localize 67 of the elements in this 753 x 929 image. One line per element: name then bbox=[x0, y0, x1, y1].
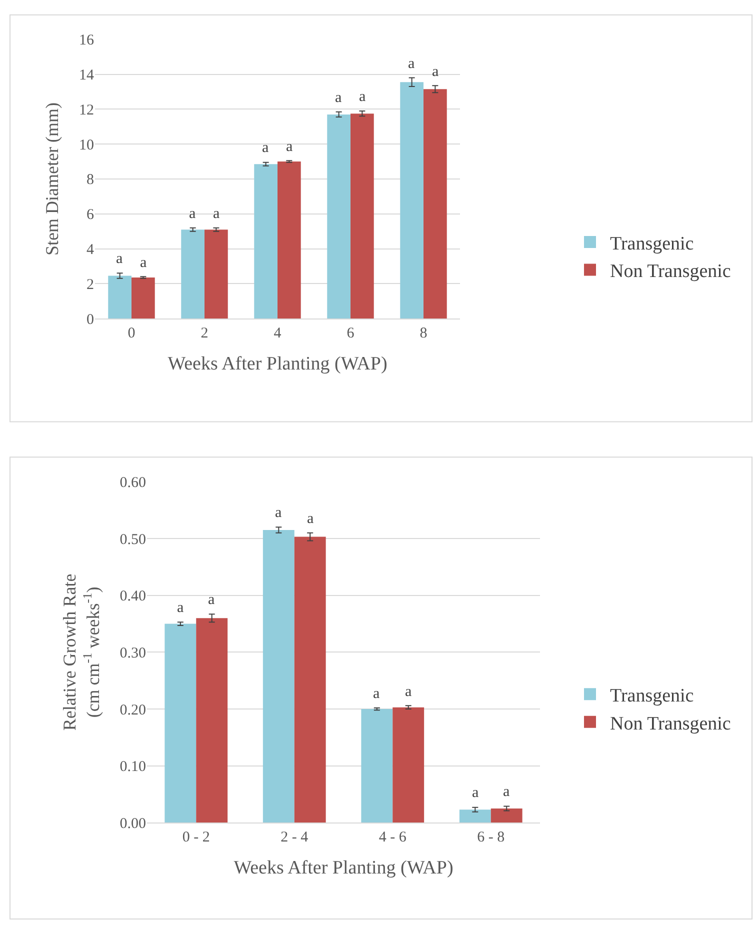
data-label: a bbox=[262, 140, 269, 156]
y-tick-label: 0.30 bbox=[120, 645, 146, 662]
bar bbox=[350, 114, 374, 319]
bar bbox=[294, 536, 326, 823]
bar bbox=[490, 808, 522, 823]
y-tick-label: 0.10 bbox=[120, 759, 146, 776]
data-label: a bbox=[307, 511, 314, 527]
y-tick-label: 0.40 bbox=[120, 588, 146, 605]
x-tick-label: 4 bbox=[274, 326, 282, 342]
data-label: a bbox=[373, 686, 380, 702]
data-label: a bbox=[408, 56, 415, 72]
bar bbox=[132, 278, 155, 319]
y-tick-label: 0.00 bbox=[120, 816, 146, 832]
x-tick-label: 6 - 8 bbox=[477, 830, 505, 846]
data-label: a bbox=[213, 206, 220, 222]
data-label: a bbox=[472, 785, 479, 801]
y-tick-label: 10 bbox=[79, 137, 94, 154]
y-axis-title: Stem Diameter (mm) bbox=[42, 102, 62, 256]
bar bbox=[424, 89, 447, 319]
bar bbox=[108, 276, 132, 319]
bar bbox=[196, 618, 228, 823]
x-tick-label: 6 bbox=[346, 326, 355, 342]
bar bbox=[392, 707, 424, 823]
y-tick-label: 6 bbox=[86, 207, 94, 224]
y-tick-label: 0 bbox=[86, 312, 94, 328]
y-tick-label: 2 bbox=[86, 276, 94, 293]
bar bbox=[361, 709, 393, 823]
x-tick-label: 4 - 6 bbox=[378, 830, 407, 846]
x-tick-label: 0 - 2 bbox=[182, 830, 210, 846]
y-tick-label: 8 bbox=[86, 172, 94, 188]
bar bbox=[278, 162, 301, 319]
bar bbox=[262, 530, 294, 823]
x-tick-label: 2 - 4 bbox=[280, 830, 309, 846]
x-axis-title: Weeks After Planting (WAP) bbox=[168, 353, 388, 374]
bar bbox=[459, 810, 491, 823]
data-label: a bbox=[405, 684, 412, 700]
data-label: a bbox=[432, 64, 439, 80]
legend-label: Non Transgenic bbox=[610, 713, 731, 734]
y-tick-label: 0.20 bbox=[120, 702, 146, 718]
y-tick-label: 4 bbox=[86, 242, 94, 258]
bar bbox=[327, 114, 350, 319]
y-tick-label: 0.60 bbox=[120, 474, 146, 491]
data-label: a bbox=[208, 592, 215, 608]
data-label: a bbox=[359, 89, 366, 105]
data-label: a bbox=[275, 505, 282, 521]
legend-label: Transgenic bbox=[610, 686, 694, 707]
x-tick-label: 2 bbox=[200, 326, 208, 342]
y-tick-label: 0.50 bbox=[120, 532, 146, 548]
y-tick-label: 14 bbox=[79, 68, 94, 84]
bar bbox=[181, 230, 204, 319]
legend-label: Non Transgenic bbox=[610, 261, 731, 282]
bar bbox=[400, 82, 424, 319]
data-label: a bbox=[503, 784, 510, 800]
data-label: a bbox=[177, 600, 184, 616]
y-tick-label: 12 bbox=[79, 102, 94, 118]
bar bbox=[254, 164, 278, 319]
x-axis-title: Weeks After Planting (WAP) bbox=[234, 858, 454, 879]
data-label: a bbox=[335, 90, 342, 106]
data-label: a bbox=[189, 206, 196, 222]
bar bbox=[204, 230, 228, 319]
data-label: a bbox=[140, 255, 147, 271]
y-tick-label: 16 bbox=[79, 32, 94, 49]
data-label: a bbox=[286, 139, 293, 155]
legend-label: Transgenic bbox=[610, 233, 694, 254]
bar bbox=[164, 624, 196, 823]
data-label: a bbox=[116, 251, 123, 267]
x-tick-label: 8 bbox=[420, 326, 428, 342]
